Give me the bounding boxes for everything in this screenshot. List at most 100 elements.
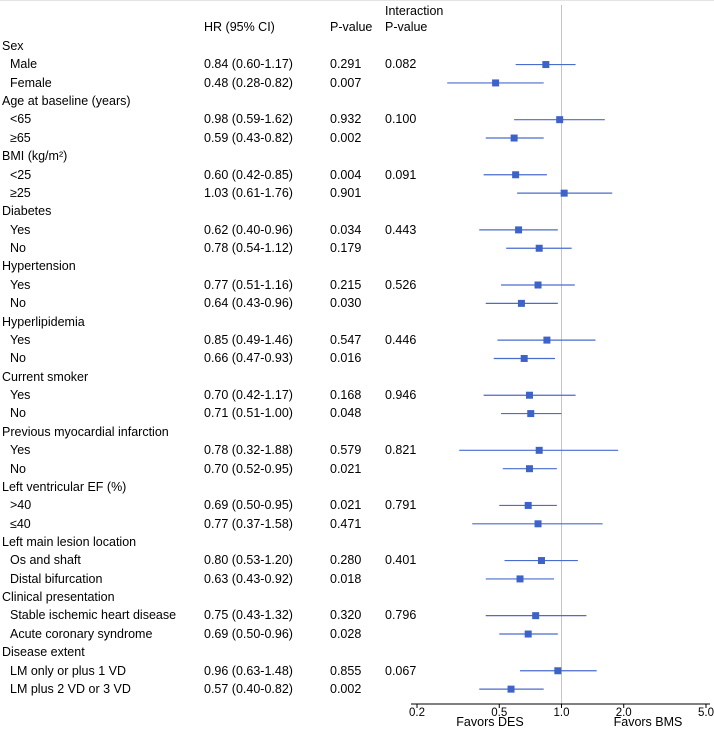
interaction-p-value: 0.526 xyxy=(385,277,417,292)
hr-marker xyxy=(492,79,500,87)
hr-marker xyxy=(543,336,551,344)
p-value: 0.004 xyxy=(330,167,362,182)
p-value: 0.002 xyxy=(330,681,362,696)
axis-tick-label: 0.5 xyxy=(491,707,508,719)
subgroup-row: LM only or plus 1 VD 0.96 (0.63-1.48) 0.85… xyxy=(0,662,714,680)
hr-ci-value: 0.78 (0.32-1.88) xyxy=(204,443,293,458)
hr-ci-value: 0.70 (0.42-1.17) xyxy=(204,388,293,403)
p-value: 0.901 xyxy=(330,185,362,200)
interaction-pvalue-column-header: P-value xyxy=(385,20,428,34)
hr-marker xyxy=(524,630,532,638)
subgroup-label: No xyxy=(10,406,26,421)
hr-ci-value: 0.85 (0.49-1.46) xyxy=(204,332,293,347)
group-row: Left ventricular EF (%) xyxy=(0,478,714,496)
group-row: Current smoker xyxy=(0,368,714,386)
hr-marker xyxy=(537,557,545,565)
hr-ci-value: 0.63 (0.43-0.92) xyxy=(204,571,293,586)
favors-des-label: Favors DES xyxy=(456,715,524,729)
group-row: Previous myocardial infarction xyxy=(0,423,714,441)
p-value: 0.021 xyxy=(330,461,362,476)
subgroup-label: >40 xyxy=(10,498,32,513)
group-row: Hyperlipidemia xyxy=(0,313,714,331)
subgroup-row: No 0.66 (0.47-0.93) 0.016 xyxy=(0,349,714,367)
interaction-p-value: 0.443 xyxy=(385,222,417,237)
hr-marker xyxy=(524,501,532,509)
group-label: Age at baseline (years) xyxy=(2,94,131,109)
hr-marker xyxy=(527,410,535,418)
subgroup-row: Yes 0.78 (0.32-1.88) 0.579 0.821 xyxy=(0,441,714,459)
p-value: 0.021 xyxy=(330,498,362,513)
hr-marker xyxy=(532,612,540,620)
subgroup-row: Stable ischemic heart disease 0.75 (0.43-… xyxy=(0,606,714,624)
subgroup-label: Female xyxy=(10,75,52,90)
interaction-p-value: 0.067 xyxy=(385,663,417,678)
subgroup-row: Yes 0.77 (0.51-1.16) 0.215 0.526 xyxy=(0,276,714,294)
group-row: Age at baseline (years) xyxy=(0,92,714,110)
hr-marker xyxy=(510,134,518,142)
interaction-header: Interaction xyxy=(385,4,444,18)
hr-ci-value: 0.75 (0.43-1.32) xyxy=(204,608,293,623)
favors-bms-label: Favors BMS xyxy=(613,715,683,729)
subgroup-row: LM plus 2 VD or 3 VD 0.57 (0.40-0.82) 0.00… xyxy=(0,680,714,698)
p-value: 0.280 xyxy=(330,553,362,568)
group-label: Current smoker xyxy=(2,369,89,384)
p-value: 0.016 xyxy=(330,351,362,366)
subgroup-row: No 0.71 (0.51-1.00) 0.048 xyxy=(0,404,714,422)
subgroup-label: LM only or plus 1 VD xyxy=(10,663,127,678)
subgroup-row: Acute coronary syndrome 0.69 (0.50-0.96) 0… xyxy=(0,625,714,643)
subgroup-row: ≥65 0.59 (0.43-0.82) 0.002 xyxy=(0,129,714,147)
p-value: 0.291 xyxy=(330,57,362,72)
hr-ci-value: 0.69 (0.50-0.96) xyxy=(204,626,293,641)
interaction-p-value: 0.091 xyxy=(385,167,417,182)
interaction-p-value: 0.796 xyxy=(385,608,417,623)
p-value: 0.018 xyxy=(330,571,362,586)
subgroup-row: <65 0.98 (0.59-1.62) 0.932 0.100 xyxy=(0,110,714,128)
p-value: 0.855 xyxy=(330,663,362,678)
p-value: 0.002 xyxy=(330,130,362,145)
subgroup-label: ≥65 xyxy=(10,130,31,145)
hr-marker xyxy=(542,61,550,69)
group-label: Disease extent xyxy=(2,645,85,660)
pvalue-column-header: P-value xyxy=(330,20,373,34)
subgroup-row: No 0.64 (0.43-0.96) 0.030 xyxy=(0,294,714,312)
subgroup-row: Male 0.84 (0.60-1.17) 0.291 0.082 xyxy=(0,55,714,73)
hr-ci-value: 0.62 (0.40-0.96) xyxy=(204,222,293,237)
interaction-p-value: 0.791 xyxy=(385,498,417,513)
group-label: Clinical presentation xyxy=(2,590,115,605)
subgroup-row: No 0.78 (0.54-1.12) 0.179 xyxy=(0,239,714,257)
hr-marker xyxy=(512,171,520,179)
subgroup-row: ≥25 1.03 (0.61-1.76) 0.901 xyxy=(0,184,714,202)
hr-marker xyxy=(516,575,524,583)
subgroup-label: ≤40 xyxy=(10,516,31,531)
hr-ci-value: 0.80 (0.53-1.20) xyxy=(204,553,293,568)
subgroup-row: <25 0.60 (0.42-0.85) 0.004 0.091 xyxy=(0,166,714,184)
hr-marker xyxy=(535,244,543,252)
subgroup-label: Yes xyxy=(10,388,31,403)
hr-marker xyxy=(525,465,533,473)
hr-marker xyxy=(520,354,528,362)
subgroup-label: Yes xyxy=(10,277,31,292)
p-value: 0.007 xyxy=(330,75,362,90)
p-value: 0.028 xyxy=(330,626,362,641)
group-label: Sex xyxy=(2,39,24,53)
subgroup-row: Female 0.48 (0.28-0.82) 0.007 xyxy=(0,74,714,92)
group-label: Left ventricular EF (%) xyxy=(2,479,127,494)
group-label: Previous myocardial infarction xyxy=(2,424,169,439)
p-value: 0.179 xyxy=(330,241,362,256)
hr-marker xyxy=(560,189,568,197)
hr-ci-value: 0.70 (0.52-0.95) xyxy=(204,461,293,476)
hr-ci-value: 0.84 (0.60-1.17) xyxy=(204,57,293,72)
p-value: 0.168 xyxy=(330,388,362,403)
group-row: Clinical presentation xyxy=(0,588,714,606)
hr-ci-value: 0.96 (0.63-1.48) xyxy=(204,663,293,678)
hr-marker xyxy=(515,226,523,234)
subgroup-label: Os and shaft xyxy=(10,553,81,568)
subgroup-label: Yes xyxy=(10,222,31,237)
hr-marker xyxy=(534,520,542,528)
subgroup-label: Acute coronary syndrome xyxy=(10,626,153,641)
group-label: Left main lesion location xyxy=(2,534,137,549)
subgroup-label: No xyxy=(10,241,26,256)
hr-marker xyxy=(507,685,515,693)
subgroup-label: Yes xyxy=(10,443,31,458)
hr-marker xyxy=(535,446,543,454)
